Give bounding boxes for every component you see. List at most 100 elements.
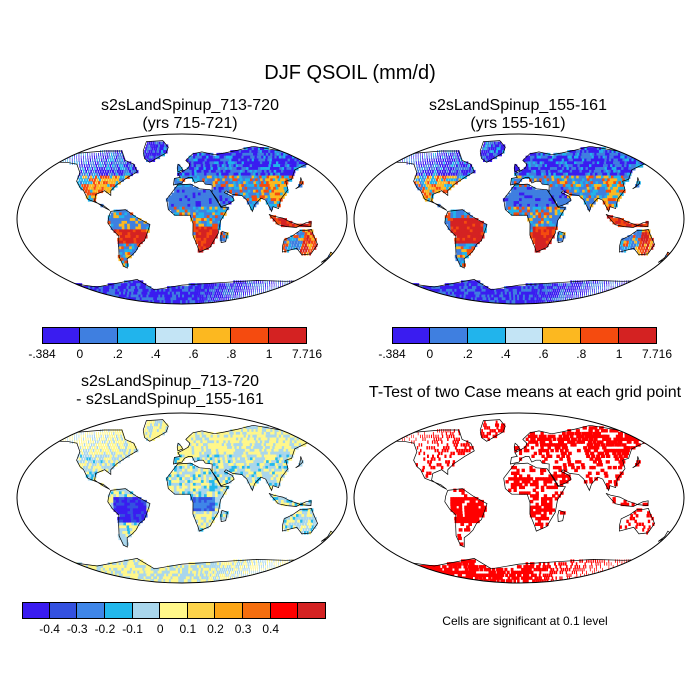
grid-cell [589,186,594,191]
grid-cell [455,226,460,230]
grid-cell [61,288,67,293]
grid-cell [607,178,612,182]
grid-cell [225,198,229,202]
grid-cell [451,175,455,179]
grid-cell [233,184,238,188]
grid-cell [241,161,246,165]
grid-cell [238,184,243,188]
grid-cell [154,300,158,304]
grid-cell [586,169,591,174]
grid-cell [300,237,304,242]
grid-cell [508,198,512,202]
grid-cell [472,297,477,301]
grid-cell [443,161,445,165]
grid-cell [112,169,114,174]
grid-cell [629,297,632,301]
grid-cell [613,175,618,179]
grid-cell [619,280,621,284]
grid-cell [552,294,555,298]
grid-cell [262,172,268,177]
grid-cell [130,172,133,177]
grid-cell [192,203,197,208]
grid-cell [192,189,196,194]
grid-cell [614,297,616,301]
grid-cell [570,181,574,185]
grid-cell [147,297,151,301]
grid-cell [274,184,279,188]
grid-cell [555,152,560,157]
grid-cell [543,201,547,205]
grid-cell [212,184,217,188]
grid-cell [133,283,138,287]
grid-cell [63,288,69,293]
grid-cell [450,172,453,177]
grid-cell [530,164,534,168]
grid-cell [543,172,547,177]
grid-cell [173,286,177,290]
grid-cell [285,294,288,298]
grid-cell [114,158,117,162]
grid-cell [627,169,633,174]
grid-cell [623,286,625,290]
grid-cell [126,280,131,284]
grid-cell [200,237,205,242]
grid-cell [209,232,213,236]
grid-cell [284,291,287,296]
grid-cell [414,288,421,293]
grid-cell [260,178,265,182]
grid-cell [475,232,479,236]
grid-cell [127,232,131,236]
grid-cell [53,283,59,287]
grid-cell [230,283,232,287]
grid-cell [236,291,238,296]
grid-cell [540,246,544,250]
grid-cell [260,283,262,287]
grid-cell [591,186,596,191]
grid-cell [548,235,552,239]
grid-cell [535,169,540,174]
grid-cell [182,209,186,213]
grid-cell [95,181,98,185]
grid-cell [288,300,291,304]
grid-cell [161,288,165,293]
grid-cell [575,152,580,157]
grid-cell [250,155,255,160]
grid-cell [484,141,486,145]
grid-cell [151,155,154,160]
grid-cell [179,172,183,177]
grid-cell [524,203,528,208]
grid-cell [641,252,643,256]
grid-cell [184,192,188,196]
grid-cell [231,167,236,171]
grid-cell [276,175,281,179]
grid-cell [489,294,493,298]
grid-cell [514,286,518,290]
grid-cell [447,167,450,171]
grid-cell [513,195,517,199]
grid-cell [278,169,284,174]
grid-cell [587,161,592,165]
grid-cell [148,294,152,298]
grid-cell [211,235,215,239]
grid-cell [280,192,285,196]
grid-cell [242,288,244,293]
grid-cell [246,175,251,179]
panel-1-title: s2sLandSpinup_713-720 (yrs 715-721) [30,97,350,133]
grid-cell [246,161,251,165]
grid-cell [247,178,252,182]
grid-cell [248,288,250,293]
grid-cell [554,218,558,222]
grid-cell [302,249,305,253]
grid-cell [177,286,181,290]
grid-cell [208,291,211,296]
grid-cell [248,300,250,304]
grid-cell [288,286,290,290]
grid-cell [262,280,264,284]
grid-cell [599,195,603,199]
grid-cell [102,155,104,160]
grid-cell [223,209,227,213]
grid-cell [507,294,510,298]
grid-cell [527,206,531,211]
grid-cell [643,252,646,256]
grid-cell [205,189,210,194]
